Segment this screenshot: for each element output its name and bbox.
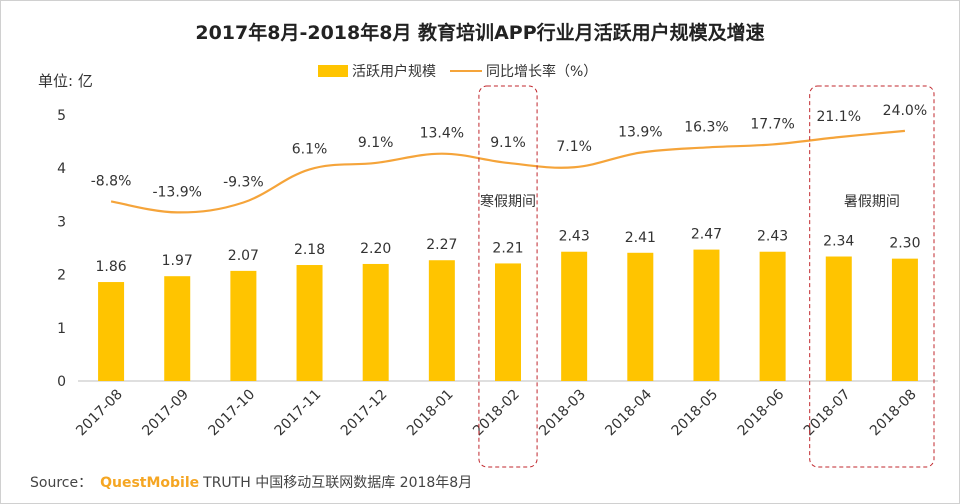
growth-rate-label: -9.3%: [223, 174, 264, 190]
bar-value-label: 2.20: [360, 241, 391, 257]
bar: [98, 282, 125, 381]
legend: 活跃用户规模 同比增长率（%）: [318, 61, 597, 81]
bar: [164, 276, 191, 381]
bar-value-label: 2.43: [559, 229, 590, 245]
y-tick-label: 5: [57, 108, 66, 124]
x-tick-label: 2017-08: [73, 387, 126, 440]
growth-rate-label: 9.1%: [490, 135, 526, 151]
growth-rate-line: [110, 129, 906, 214]
bar-value-label: 2.07: [228, 248, 259, 264]
chart-title: 2017年8月-2018年8月 教育培训APP行业月活跃用户规模及增速: [195, 22, 765, 44]
y-tick-label: 1: [57, 321, 66, 337]
growth-rate-label: -13.9%: [152, 184, 202, 200]
x-tick-label: 2018-04: [602, 386, 655, 439]
bar: [825, 256, 852, 381]
growth-rate-label: 7.1%: [556, 139, 592, 155]
growth-rate-label: 6.1%: [292, 141, 328, 157]
bar-value-label: 2.27: [426, 237, 457, 253]
bar: [693, 249, 720, 381]
highlight-annotation: 暑假期间: [844, 194, 900, 210]
bar-value-label: 2.30: [889, 236, 920, 252]
bar: [362, 263, 389, 381]
bar: [296, 265, 323, 381]
growth-rate-label: 13.4%: [420, 126, 464, 142]
growth-rate-label: 17.7%: [750, 116, 794, 132]
growth-rate-label: 13.9%: [618, 125, 662, 141]
y-tick-label: 2: [57, 268, 66, 284]
x-tick-label: 2017-09: [139, 387, 192, 440]
bar: [495, 263, 521, 381]
highlight-box: [809, 85, 935, 468]
source-text: TRUTH 中国移动互联网数据库 2018年8月: [203, 475, 473, 491]
legend-bar-label: 活跃用户规模: [352, 64, 436, 80]
bar-value-label: 2.41: [625, 230, 656, 246]
x-tick-label: 2018-06: [735, 386, 788, 439]
bar: [561, 251, 588, 381]
x-tick-label: 2018-08: [867, 387, 920, 440]
growth-rate-label: 9.1%: [358, 135, 394, 151]
y-tick-label: 4: [57, 161, 66, 177]
x-tick-label: 2017-12: [338, 387, 391, 440]
y-tick-label: 0: [57, 374, 66, 390]
y-tick-label: 3: [57, 214, 66, 230]
bar-value-label: 1.97: [162, 253, 193, 269]
growth-rate-label: 24.0%: [883, 103, 927, 119]
highlight-annotation: 寒假期间: [480, 193, 536, 210]
bar-value-label: 2.21: [492, 240, 523, 256]
growth-rate-label: 21.1%: [817, 109, 861, 125]
x-tick-label: 2017-10: [206, 387, 259, 440]
x-tick-label: 2017-11: [272, 387, 325, 440]
bar: [759, 251, 786, 381]
x-tick-label: 2018-05: [669, 387, 722, 440]
legend-line-label: 同比增长率（%）: [486, 64, 598, 80]
source-prefix: Source：: [30, 475, 93, 491]
source-note: Source： QuestMobile TRUTH 中国移动互联网数据库 2018年…: [30, 472, 472, 492]
bar-value-label: 2.47: [691, 227, 722, 243]
unit-label: 单位: 亿: [38, 72, 93, 90]
bar: [627, 252, 654, 381]
legend-bar-swatch: [318, 65, 348, 77]
bar-value-label: 1.86: [95, 259, 126, 275]
x-tick-label: 2018-02: [470, 387, 523, 440]
bar-value-label: 2.43: [757, 229, 788, 245]
bar: [891, 258, 918, 381]
bar-value-label: 2.18: [294, 242, 325, 258]
bar: [428, 260, 455, 381]
growth-rate-label: -8.8%: [91, 173, 132, 189]
bar: [230, 270, 257, 381]
legend-line-swatch: [450, 70, 482, 72]
source-brand: QuestMobile: [100, 475, 200, 491]
x-tick-label: 2018-03: [536, 387, 589, 440]
highlight-box: [478, 85, 538, 468]
x-tick-label: 2018-01: [404, 387, 457, 440]
x-tick-label: 2018-07: [801, 387, 854, 440]
growth-rate-label: 16.3%: [684, 119, 728, 135]
bar-value-label: 2.34: [823, 234, 854, 250]
